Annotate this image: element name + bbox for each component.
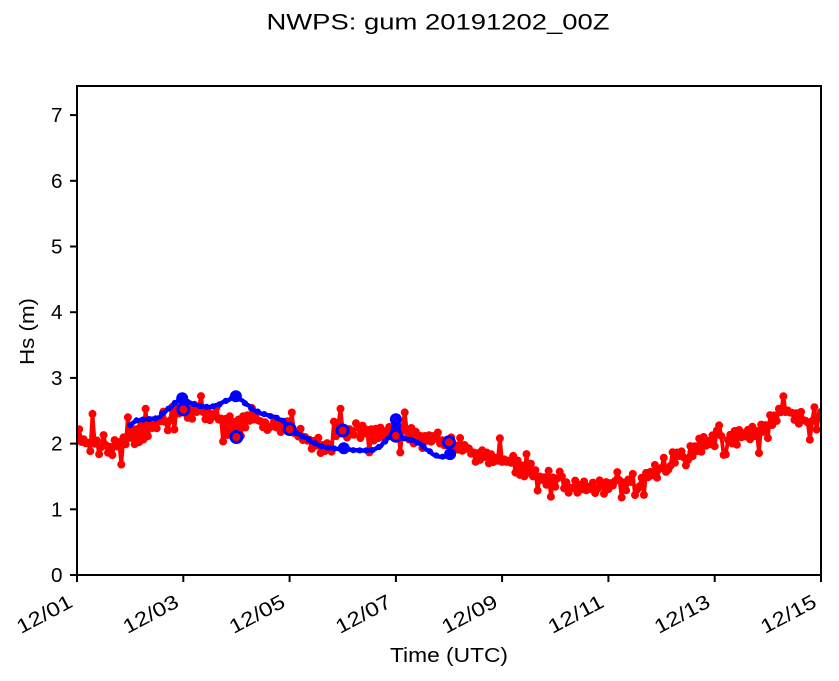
svg-text:Time (UTC): Time (UTC) <box>390 645 508 667</box>
svg-text:5: 5 <box>51 237 63 259</box>
svg-text:3: 3 <box>51 368 63 390</box>
svg-text:1: 1 <box>51 499 63 521</box>
svg-text:NWPS: gum 20191202_00Z: NWPS: gum 20191202_00Z <box>267 10 610 35</box>
svg-text:6: 6 <box>51 171 63 193</box>
svg-text:4: 4 <box>51 302 63 324</box>
svg-text:0: 0 <box>51 565 63 587</box>
svg-text:Hs (m): Hs (m) <box>17 298 39 365</box>
svg-text:7: 7 <box>51 105 63 127</box>
svg-text:2: 2 <box>51 434 63 456</box>
